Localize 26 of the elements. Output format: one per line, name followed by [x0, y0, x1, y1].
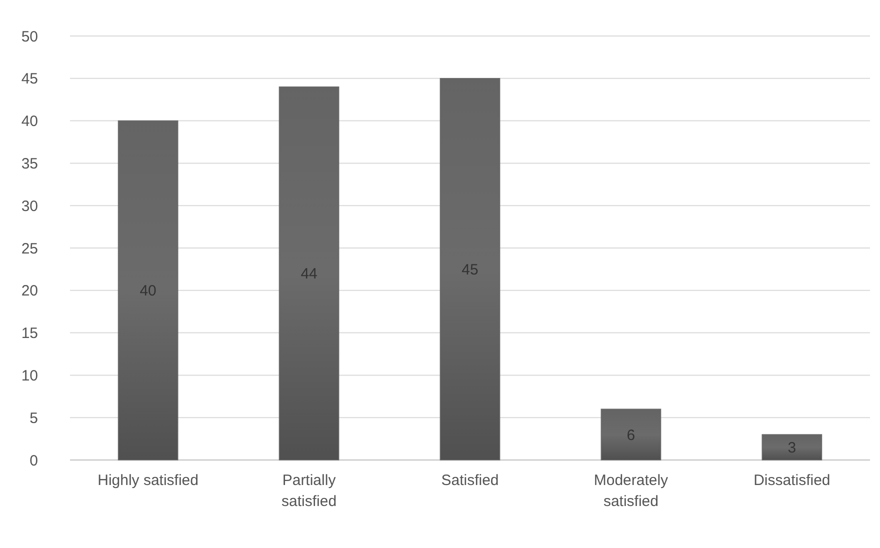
- x-tick-label: Dissatisfied: [754, 472, 830, 489]
- y-tick-label: 35: [21, 155, 38, 172]
- data-label: 45: [462, 261, 478, 278]
- y-tick-label: 40: [21, 113, 38, 130]
- data-label: 40: [140, 282, 156, 300]
- data-label: 44: [300, 266, 318, 283]
- x-tick-label: Highly satisfied: [98, 472, 199, 489]
- y-tick-label: 25: [21, 240, 38, 258]
- bar: [762, 434, 822, 460]
- bar: [278, 86, 340, 460]
- x-tick-label: Partially satisfied: [282, 472, 337, 510]
- y-tick-label: 5: [30, 410, 38, 427]
- y-tick-label: 10: [21, 367, 38, 384]
- y-tick-label: 30: [21, 198, 38, 215]
- bar: [118, 120, 178, 460]
- x-tick-label: Satisfied: [441, 472, 499, 489]
- y-tick-label: 20: [21, 282, 38, 300]
- data-label: 6: [626, 426, 636, 444]
- x-tick-label: Moderately satisfied: [594, 472, 669, 510]
- y-tick-label: 0: [30, 452, 38, 470]
- bar: [600, 408, 662, 460]
- y-tick-label: 15: [21, 325, 38, 342]
- y-tick-label: 50: [21, 28, 38, 46]
- bar: [440, 78, 500, 460]
- y-tick-label: 45: [21, 70, 38, 88]
- data-label: 3: [788, 440, 796, 457]
